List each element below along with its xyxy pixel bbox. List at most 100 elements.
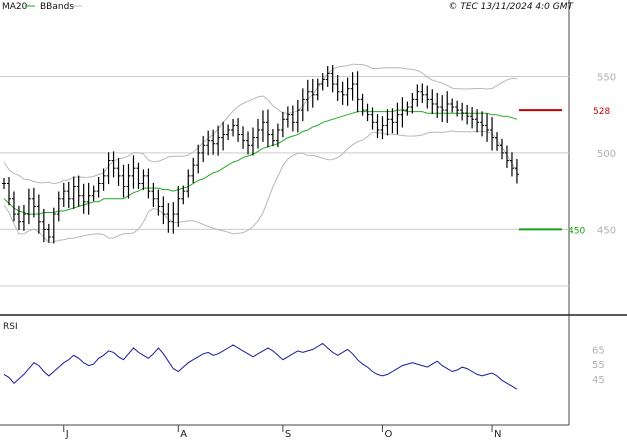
price-bar [365, 103, 370, 122]
price-bar [425, 85, 430, 109]
price-bar [345, 77, 350, 106]
price-bar [330, 65, 335, 93]
price-bar [6, 177, 11, 206]
price-bar [86, 182, 91, 215]
price-bar [490, 117, 495, 151]
ma20-line [3, 109, 518, 215]
price-bar [201, 136, 206, 163]
price-bar [226, 124, 231, 141]
price-bar [255, 118, 260, 149]
price-bar [2, 177, 6, 189]
price-bar [216, 125, 221, 156]
price-bar [410, 92, 415, 114]
price-bar [504, 145, 509, 168]
price-bar [500, 138, 504, 160]
price-y-tick-label: 450 [597, 225, 616, 236]
price-bar [380, 116, 385, 140]
price-bar [265, 109, 270, 148]
price-bar [509, 152, 514, 177]
price-bar [260, 110, 265, 142]
price-gridlines [0, 75, 569, 287]
x-tick-label: A [180, 429, 187, 440]
price-bar [166, 203, 171, 233]
price-bar [36, 194, 41, 234]
price-bar [206, 130, 211, 156]
price-y-ticks: 450 500 550 [597, 72, 616, 236]
price-bar [514, 159, 519, 184]
price-bar [310, 78, 315, 108]
x-tick-label: N [494, 429, 501, 440]
price-bar [246, 131, 251, 155]
price-bar [101, 168, 106, 191]
rsi-y-ticks: 45 55 65 [592, 345, 605, 385]
copyright-text: © TEC 13/11/2024 4:0 GMT [448, 2, 574, 12]
x-tick-label: J [65, 429, 69, 440]
price-bar [325, 66, 330, 87]
price-y-tick-label: 500 [597, 149, 616, 160]
x-tick-label: S [285, 429, 291, 440]
price-bar [295, 100, 300, 133]
price-bar [221, 121, 226, 151]
rsi-panel-title: RSI [3, 322, 18, 332]
price-bar [420, 83, 425, 104]
price-bar [31, 187, 36, 218]
price-bar [480, 111, 485, 137]
price-bar [71, 176, 76, 209]
price-bar [465, 104, 470, 125]
rsi-path [3, 342, 518, 390]
price-bar [385, 109, 390, 136]
price-bar [161, 196, 166, 225]
ma20-path [3, 109, 518, 215]
rsi-y-tick-label: 55 [592, 360, 605, 371]
legend-ma20-label: MA20 [2, 2, 28, 12]
price-bar [405, 101, 410, 116]
price-bar [106, 152, 111, 185]
price-bar [156, 189, 161, 216]
price-bar [455, 100, 460, 117]
rsi-y-tick-label: 65 [592, 345, 605, 356]
price-bar [241, 126, 246, 149]
price-bar [151, 182, 156, 208]
price-bar [280, 111, 285, 138]
price-bar [375, 114, 380, 139]
price-bar [340, 81, 345, 105]
price-bar [81, 183, 86, 214]
price-bar [315, 78, 320, 101]
bbands-lower [3, 130, 518, 244]
price-bar [360, 93, 365, 116]
price-bar [186, 169, 191, 198]
price-bar [390, 108, 395, 134]
price-bar [11, 191, 16, 222]
price-bar [355, 71, 360, 113]
price-bar [415, 84, 420, 107]
price-bar [236, 118, 241, 142]
rsi-line [3, 342, 518, 390]
price-bar [121, 164, 126, 198]
price-bar [460, 102, 465, 121]
price-bar [231, 118, 236, 137]
price-bar [76, 175, 81, 207]
price-bar [61, 182, 66, 208]
price-bar [141, 169, 146, 190]
price-bar [51, 207, 56, 244]
price-bar [430, 89, 435, 115]
price-bar [450, 98, 455, 113]
price-bar [96, 177, 101, 198]
price-bar [136, 162, 141, 189]
price-y-tick-label: 550 [597, 72, 616, 83]
price-bar [211, 129, 216, 155]
price-bar [285, 106, 290, 128]
price-bar [126, 163, 131, 199]
price-bar [191, 157, 196, 184]
price-levels: 528 450 [519, 107, 610, 236]
price-bar [56, 191, 61, 222]
price-bar [270, 129, 275, 147]
price-bar [445, 91, 450, 123]
price-bar [181, 185, 186, 205]
price-bar [300, 88, 305, 122]
bbands-upper [3, 63, 517, 185]
price-bar [440, 95, 445, 123]
price-bar [400, 97, 405, 128]
